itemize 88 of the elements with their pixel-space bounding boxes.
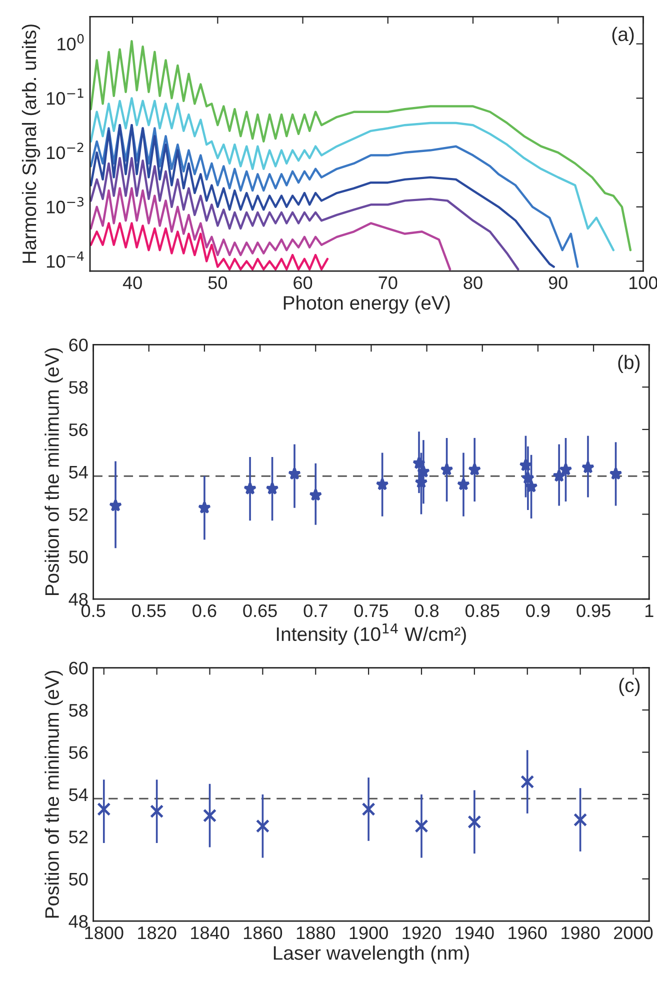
annotation: (b) [618, 354, 640, 373]
point [559, 462, 572, 476]
x-tick-label: 0.65 [243, 604, 277, 618]
annotation: (c) [619, 678, 640, 696]
y-tick-label: 10$^{0}$ [58, 34, 84, 50]
y-tick-label: 54 [69, 466, 88, 479]
point [256, 819, 270, 833]
x-axis-title: Photon energy (eV) [284, 296, 450, 314]
point [440, 462, 454, 476]
point [552, 469, 566, 482]
point [376, 478, 389, 490]
x-tick-label: 80 [464, 276, 482, 290]
point [362, 802, 376, 816]
x-tick-label: 0.75 [354, 604, 388, 618]
x-tick-label: 1840 [191, 926, 230, 940]
point [520, 774, 534, 789]
x-axis-title: Intensity (10$^{14}$ W/cm²) [276, 623, 466, 645]
y-tick-label: 10$^{−2}$ [46, 142, 84, 160]
y-tick-label: 50 [69, 550, 88, 564]
x-tick-label: 0.7 [304, 604, 328, 618]
x-tick-label: 0.85 [466, 604, 500, 618]
point [581, 460, 595, 474]
point [244, 482, 257, 495]
point [108, 498, 122, 512]
point [468, 815, 482, 829]
point [468, 462, 482, 476]
x-tick-label: 0.55 [132, 604, 166, 618]
point [414, 819, 428, 833]
line-series [90, 97, 615, 252]
y-tick-label: 56 [69, 746, 88, 759]
x-tick-label: 1960 [508, 926, 547, 940]
x-tick-label: 0.95 [576, 604, 610, 618]
y-tick-label: 50 [69, 872, 88, 886]
line-series [90, 187, 452, 270]
point [456, 478, 470, 490]
y-axis-title: Position of the minimum (eV) [44, 348, 63, 596]
y-tick-label: 52 [69, 508, 88, 521]
line-series [90, 222, 329, 270]
x-tick-label: 70 [378, 276, 398, 290]
x-tick-label: 1880 [296, 926, 335, 940]
x-tick-label: 0.6 [192, 604, 216, 618]
point [573, 812, 588, 827]
point [412, 456, 426, 470]
x-tick-label: 50 [208, 276, 228, 290]
point [198, 501, 211, 514]
point [309, 488, 322, 501]
x-tick-label: 40 [122, 276, 142, 290]
y-tick-label: 10$^{−1}$ [46, 88, 84, 105]
annotation: (a) [612, 26, 634, 45]
x-tick-label: 1820 [138, 926, 176, 940]
y-tick-label: 58 [69, 381, 88, 394]
point [266, 482, 279, 495]
y-tick-label: 56 [69, 423, 88, 436]
y-tick-label: 54 [69, 788, 88, 802]
x-tick-label: 0.8 [414, 604, 439, 618]
x-tick-label: 1900 [350, 926, 388, 940]
x-tick-label: 60 [294, 276, 312, 290]
x-tick-label: 1860 [244, 926, 282, 940]
y-tick-label: 52 [69, 830, 88, 844]
y-tick-label: 48 [68, 915, 88, 928]
point [524, 480, 538, 492]
x-tick-label: 0.9 [526, 604, 550, 618]
point [609, 467, 622, 480]
y-axis-title: Harmonic Signal (arb. units) [22, 24, 40, 263]
y-tick-label: 48 [68, 592, 88, 606]
x-tick-label: 1 [645, 604, 654, 617]
point [288, 467, 302, 480]
x-tick-label: 1940 [456, 926, 494, 940]
x-axis-title: Laser wavelength (nm) [274, 946, 469, 964]
x-tick-label: 90 [548, 276, 568, 290]
x-tick-label: 2000 [614, 926, 653, 940]
y-tick-label: 60 [69, 338, 88, 352]
point [416, 465, 430, 478]
x-tick-label: 1980 [562, 926, 600, 940]
line-series [90, 156, 520, 270]
x-tick-label: 1800 [85, 926, 124, 940]
point [202, 808, 217, 822]
point [150, 804, 164, 818]
y-tick-label: 58 [69, 704, 88, 717]
point [97, 802, 111, 816]
x-tick-label: 0.5 [81, 604, 106, 618]
x-tick-label: 1920 [402, 926, 441, 940]
y-tick-label: 60 [69, 662, 88, 674]
y-tick-label: 10$^{−4}$ [46, 252, 84, 268]
point [414, 476, 428, 488]
y-tick-label: 10$^{−3}$ [46, 196, 84, 214]
point [519, 458, 532, 472]
y-axis-title: Position of the minimum (eV) [44, 670, 63, 918]
